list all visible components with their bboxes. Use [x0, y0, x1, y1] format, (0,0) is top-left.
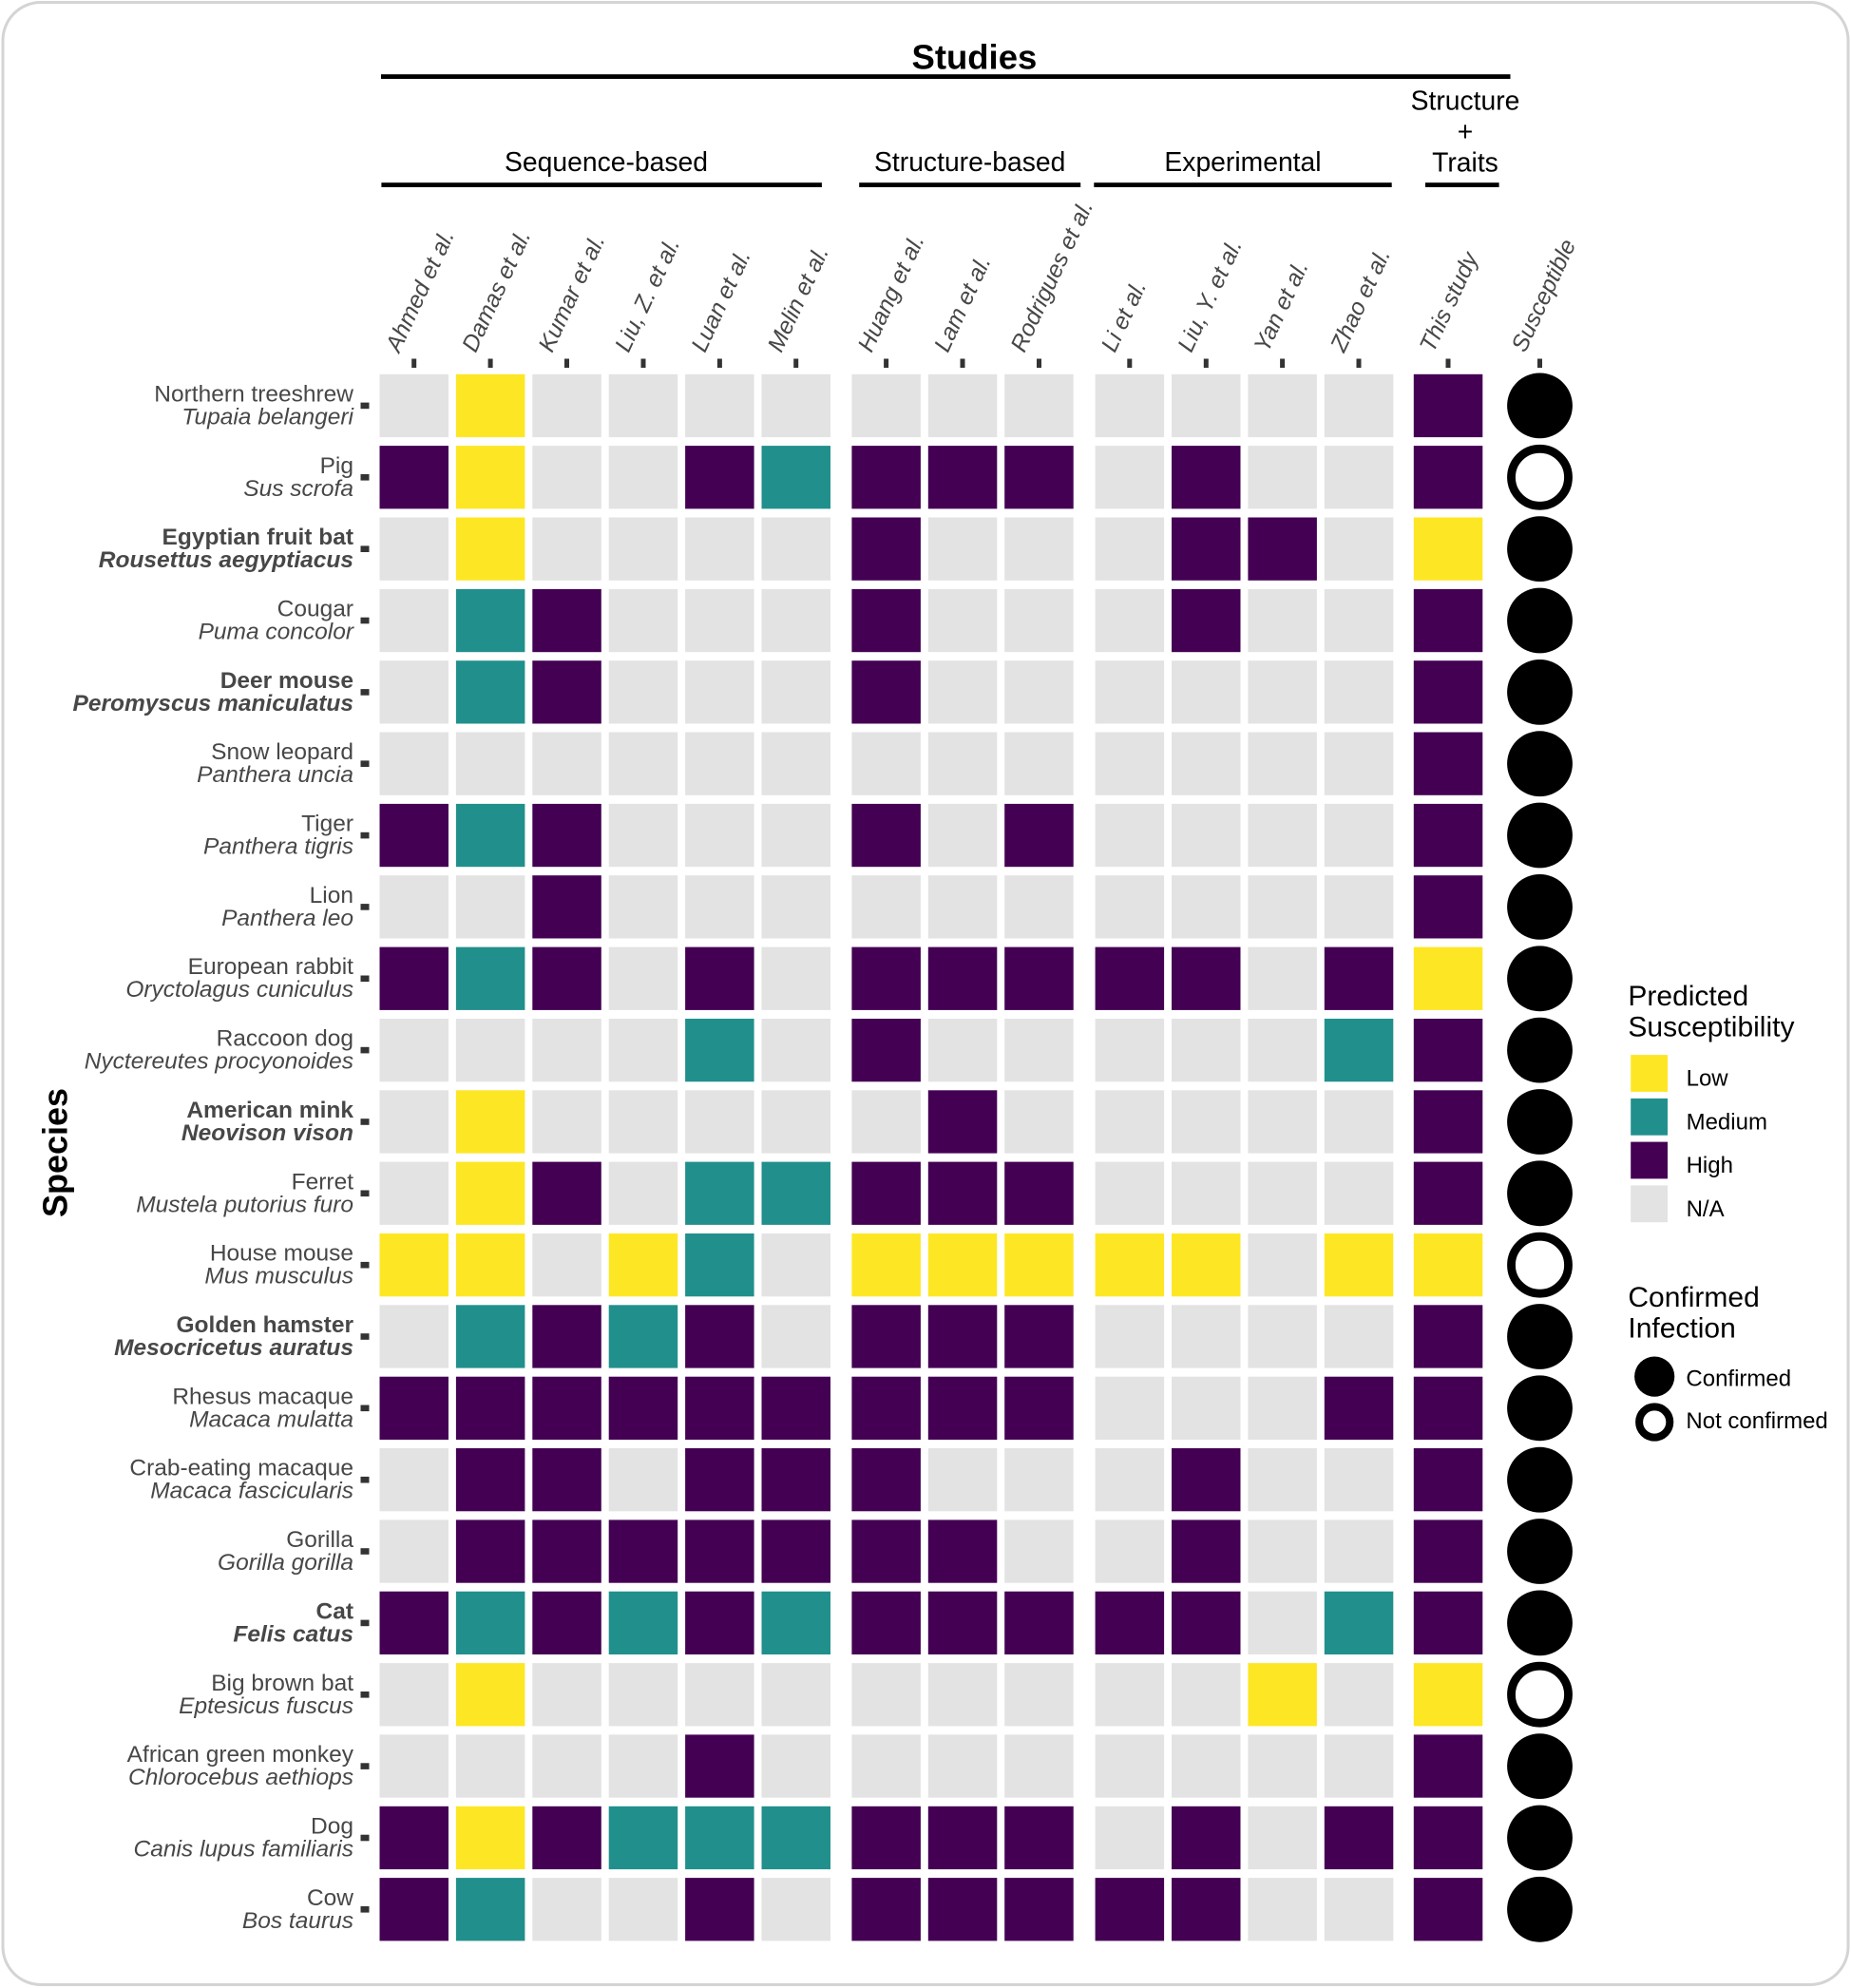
- svg-text:Panthera leo: Panthera leo: [221, 906, 353, 931]
- svg-text:Bos taurus: Bos taurus: [242, 1908, 353, 1934]
- svg-text:Panthera uncia: Panthera uncia: [197, 762, 353, 788]
- svg-text:Panthera tigris: Panthera tigris: [203, 834, 353, 860]
- svg-text:Golden hamster: Golden hamster: [176, 1312, 353, 1338]
- svg-text:Snow leopard: Snow leopard: [211, 739, 353, 765]
- svg-text:Low: Low: [1687, 1066, 1729, 1092]
- svg-text:Structure: Structure: [1411, 86, 1520, 116]
- svg-text:Macaca mulatta: Macaca mulatta: [189, 1406, 353, 1432]
- svg-text:Traits: Traits: [1432, 147, 1498, 178]
- svg-text:Macaca fascicularis: Macaca fascicularis: [150, 1479, 353, 1504]
- svg-text:Canis lupus familiaris: Canis lupus familiaris: [134, 1837, 353, 1863]
- svg-text:European rabbit: European rabbit: [188, 954, 354, 980]
- svg-text:Neovison vison: Neovison vison: [181, 1120, 353, 1146]
- svg-text:Puma concolor: Puma concolor: [199, 620, 354, 645]
- svg-text:High: High: [1687, 1153, 1733, 1178]
- svg-text:Tiger: Tiger: [301, 812, 353, 837]
- svg-text:Susceptibility: Susceptibility: [1628, 1011, 1794, 1042]
- svg-text:Cat: Cat: [316, 1598, 353, 1624]
- svg-text:Chlorocebus aethiops: Chlorocebus aethiops: [128, 1765, 353, 1790]
- svg-text:Peromyscus maniculatus: Peromyscus maniculatus: [73, 691, 353, 717]
- svg-text:Confirmed: Confirmed: [1628, 1282, 1759, 1313]
- svg-text:Mus musculus: Mus musculus: [204, 1264, 353, 1290]
- svg-text:Structure-based: Structure-based: [874, 146, 1065, 177]
- svg-text:Nyctereutes procyonoides: Nyctereutes procyonoides: [85, 1049, 353, 1075]
- svg-text:African green monkey: African green monkey: [127, 1742, 354, 1768]
- svg-text:Medium: Medium: [1687, 1109, 1767, 1135]
- svg-text:Mesocricetus auratus: Mesocricetus auratus: [114, 1335, 353, 1361]
- svg-text:Big brown bat: Big brown bat: [211, 1671, 353, 1696]
- svg-text:Species: Species: [35, 1088, 74, 1217]
- svg-text:Predicted: Predicted: [1628, 981, 1748, 1012]
- svg-text:Confirmed: Confirmed: [1686, 1366, 1791, 1391]
- svg-text:Raccoon dog: Raccoon dog: [217, 1026, 353, 1052]
- svg-text:Not confirmed: Not confirmed: [1686, 1408, 1827, 1434]
- svg-text:+: +: [1458, 116, 1474, 146]
- svg-text:Deer mouse: Deer mouse: [220, 668, 353, 694]
- svg-text:Studies: Studies: [911, 38, 1037, 77]
- svg-text:House mouse: House mouse: [210, 1241, 353, 1267]
- svg-text:Experimental: Experimental: [1164, 146, 1321, 177]
- svg-text:Infection: Infection: [1628, 1312, 1735, 1344]
- svg-text:Sus scrofa: Sus scrofa: [243, 476, 353, 502]
- svg-text:Northern treeshrew: Northern treeshrew: [154, 381, 353, 407]
- svg-text:Eptesicus fuscus: Eptesicus fuscus: [179, 1693, 353, 1719]
- svg-text:Rousettus aegyptiacus: Rousettus aegyptiacus: [99, 547, 353, 573]
- svg-text:Cougar: Cougar: [277, 597, 353, 622]
- svg-text:Mustela putorius furo: Mustela putorius furo: [136, 1192, 353, 1217]
- svg-text:American mink: American mink: [186, 1098, 353, 1123]
- svg-text:Pig: Pig: [320, 453, 353, 479]
- svg-text:Gorilla: Gorilla: [286, 1527, 353, 1553]
- svg-text:Gorilla gorilla: Gorilla gorilla: [218, 1550, 353, 1576]
- svg-text:Crab-eating macaque: Crab-eating macaque: [129, 1456, 353, 1481]
- svg-text:Felis catus: Felis catus: [233, 1621, 353, 1647]
- svg-text:Cow: Cow: [307, 1885, 353, 1911]
- svg-text:Ferret: Ferret: [292, 1169, 354, 1195]
- svg-text:N/A: N/A: [1687, 1196, 1725, 1222]
- svg-text:Tupaia belangeri: Tupaia belangeri: [181, 404, 353, 430]
- svg-text:Oryctolagus cuniculus: Oryctolagus cuniculus: [125, 977, 353, 1003]
- svg-text:Egyptian fruit bat: Egyptian fruit bat: [162, 525, 353, 550]
- svg-text:Dog: Dog: [311, 1814, 353, 1840]
- svg-text:Rhesus macaque: Rhesus macaque: [172, 1384, 353, 1409]
- svg-text:Lion: Lion: [310, 883, 353, 908]
- svg-text:Sequence-based: Sequence-based: [505, 146, 708, 177]
